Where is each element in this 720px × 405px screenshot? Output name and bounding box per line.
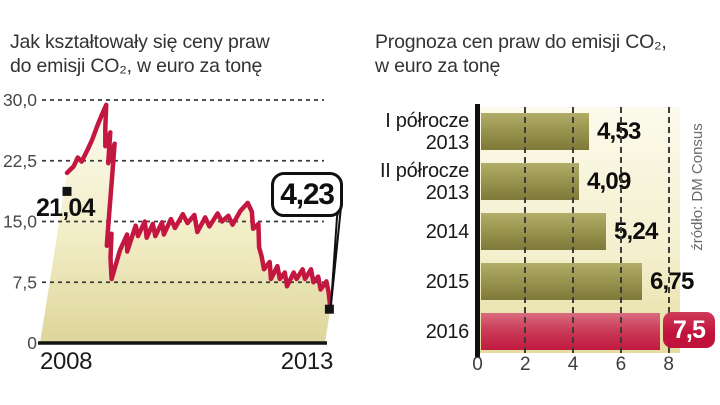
- gridline-x-2: [524, 107, 527, 353]
- end-marker: [324, 304, 334, 314]
- bar-label-II półrocze-2013: II półrocze 2013: [345, 160, 469, 204]
- x-axis-label-2013: 2013: [280, 348, 334, 375]
- forecast-2016-badge: 7,5: [663, 312, 715, 348]
- gridline-x-4: [572, 107, 575, 353]
- right-chart-title-line2: w euro za tonę: [375, 55, 501, 77]
- horizontal-gridlines: [38, 99, 327, 345]
- y-tick-label: 22,5: [3, 151, 37, 171]
- bar-2015: [481, 263, 642, 300]
- bar-label-line: 2015: [425, 270, 470, 293]
- source-credit: źródło: DM Consus: [689, 123, 706, 251]
- left-chart-title-line2: do emisji CO₂, w euro za tonę: [10, 55, 263, 77]
- bar-label-2015: 2015: [345, 270, 470, 293]
- gridline-x-6: [619, 107, 622, 353]
- price-line: [64, 102, 333, 311]
- bar-label-line: 2014: [425, 220, 470, 243]
- x-tick-2: 2: [520, 354, 531, 375]
- x-tick-4: 4: [567, 354, 579, 375]
- co2-price-series: [64, 102, 333, 311]
- data-markers: [62, 186, 334, 314]
- bar-label-line: 2013: [425, 181, 470, 204]
- right-chart-title: Prognoza cen praw do emisji CO₂, w euro z…: [375, 30, 667, 78]
- bar-label-I półrocze-2013: I półrocze 2013: [345, 110, 469, 154]
- left-chart-title-line1: Jak kształtowały się ceny praw: [10, 31, 270, 53]
- x-tick-0: 0: [472, 354, 483, 375]
- gridline-x-8: [667, 107, 670, 353]
- left-chart-title: Jak kształtowały się ceny praw do emisji …: [10, 30, 270, 78]
- bar-value-label: 4,53: [597, 118, 641, 145]
- x-tick-8: 8: [663, 354, 674, 375]
- x-tick-6: 6: [615, 354, 627, 375]
- bar-label-line: II półrocze: [380, 159, 469, 182]
- y-axis-labels: 30,0 22,5 15,0 7,5 0: [3, 90, 37, 353]
- area-fill: [40, 104, 331, 344]
- start-value-label: 21,04: [36, 194, 95, 222]
- bar-2014: [481, 213, 606, 250]
- y-tick-label: 15,0: [3, 212, 37, 232]
- bar-chart-axis: [475, 104, 480, 358]
- price-history-line-chart: 30,0 22,5 15,0 7,5 0: [3, 90, 343, 353]
- y-tick-label: 7,5: [13, 272, 37, 292]
- area-under-line: [40, 104, 331, 344]
- bar-value-label: 4,09: [587, 168, 631, 195]
- y-tick-label: 0: [27, 333, 37, 353]
- bar-label-2016: 2016: [345, 320, 470, 343]
- right-chart-title-line1: Prognoza cen praw do emisji CO₂,: [375, 31, 667, 53]
- bar-I półrocze-2013: [481, 113, 589, 150]
- bar-label-line: 2016: [425, 320, 470, 343]
- end-value-callout: 4,23: [271, 172, 343, 217]
- bar-2016: [481, 313, 660, 350]
- x-axis-label-2008: 2008: [40, 348, 93, 375]
- bar-label-2014: 2014: [345, 220, 470, 243]
- bar-label-line: I półrocze: [385, 109, 469, 132]
- start-marker: [62, 186, 72, 196]
- bar-II półrocze-2013: [481, 163, 579, 200]
- y-tick-label: 30,0: [3, 90, 37, 110]
- bar-label-line: 2013: [425, 131, 470, 154]
- bar-value-label: 6,75: [650, 268, 694, 295]
